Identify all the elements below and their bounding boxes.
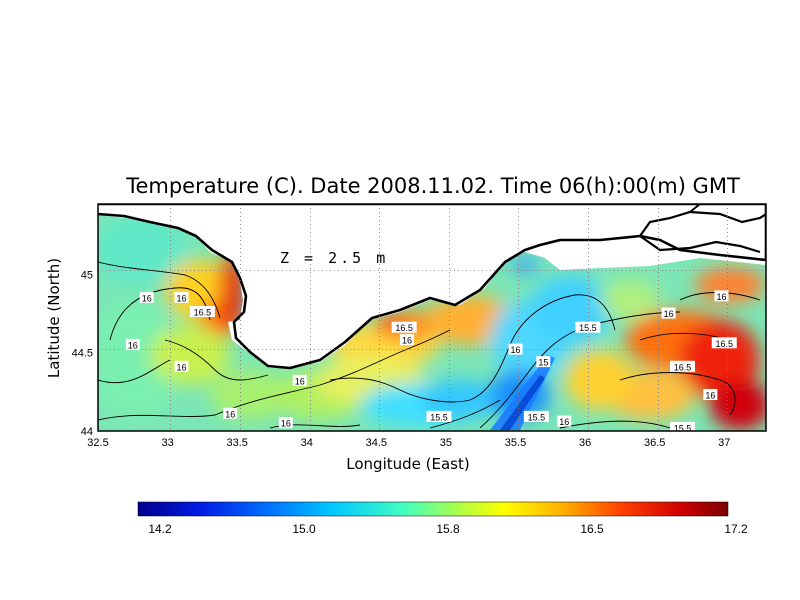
colorbar-tick-labels: 14.2 15.0 15.8 16.5 17.2 (148, 522, 748, 536)
svg-text:15.5: 15.5 (430, 412, 448, 422)
svg-text:16: 16 (402, 336, 412, 346)
svg-text:15.5: 15.5 (674, 423, 692, 433)
contour-label: 15.5 (426, 410, 452, 422)
x-tick-label: 33.5 (226, 437, 247, 449)
contour-label: 15.5 (670, 421, 695, 433)
y-tick-label: 45 (81, 269, 93, 281)
contour-label: 16 (139, 291, 154, 303)
svg-text:16: 16 (716, 292, 726, 302)
colorbar-tick-label: 15.8 (436, 522, 460, 536)
svg-text:16: 16 (664, 309, 674, 319)
contour-label: 16 (125, 338, 140, 350)
svg-text:16: 16 (176, 362, 186, 372)
svg-text:16: 16 (128, 340, 138, 350)
contour-label: 16.5 (189, 306, 215, 318)
y-tick-label: 44.5 (72, 348, 93, 360)
contour-label: 16 (557, 415, 572, 427)
svg-text:16.5: 16.5 (395, 323, 413, 333)
y-tick-labels: 44 44.5 45 (72, 269, 93, 438)
svg-text:15: 15 (538, 358, 548, 368)
contour-label: 15.5 (575, 321, 601, 333)
svg-text:16: 16 (295, 376, 305, 386)
colorbar-tick-label: 16.5 (580, 522, 604, 536)
contour-label: 16.5 (670, 360, 695, 372)
x-tick-label: 36.5 (644, 437, 665, 449)
contour-labels: 16 16 16.5 16 16 16 16 16 16.5 16 16 15 15.5 15.5 15.5… (125, 290, 737, 433)
contour-label: 16 (703, 388, 718, 400)
svg-text:16: 16 (705, 390, 715, 400)
contour-label: 15 (536, 356, 551, 368)
contour-label: 16 (508, 343, 523, 355)
temperature-field (98, 204, 766, 431)
x-tick-label: 32.5 (87, 437, 108, 449)
svg-text:16: 16 (142, 293, 152, 303)
y-tick-label: 44 (81, 426, 93, 438)
svg-text:16.5: 16.5 (715, 339, 733, 349)
contour-label: 15.5 (523, 410, 549, 422)
svg-text:15.5: 15.5 (579, 323, 597, 333)
depth-label: Z = 2.5 m (280, 249, 388, 267)
chart-title: Temperature (C). Date 2008.11.02. Time 0… (125, 174, 740, 198)
contour-label: 16 (174, 291, 189, 303)
x-tick-labels: 32.5 33 33.5 34 34.5 35 35.5 36 36.5 37 (87, 437, 730, 449)
y-axis-label: Latitude (North) (45, 258, 63, 378)
svg-text:15.5: 15.5 (528, 412, 546, 422)
x-tick-label: 33 (161, 437, 173, 449)
contour-label: 16 (174, 360, 189, 372)
colorbar-tick-label: 15.0 (292, 522, 316, 536)
svg-text:16: 16 (176, 293, 186, 303)
contour-label: 16 (292, 374, 307, 386)
x-tick-label: 35.5 (505, 437, 526, 449)
x-tick-label: 35 (440, 437, 452, 449)
x-tick-label: 36 (579, 437, 591, 449)
svg-text:16.5: 16.5 (674, 362, 692, 372)
contour-label: 16 (223, 407, 238, 419)
contour-label: 16 (661, 307, 676, 319)
svg-text:16: 16 (281, 419, 291, 429)
svg-text:16: 16 (559, 417, 569, 427)
colorbar-tick-label: 14.2 (148, 522, 172, 536)
contour-label: 16 (278, 417, 293, 429)
svg-text:16: 16 (510, 345, 520, 355)
grid-lines (98, 204, 766, 431)
x-tick-label: 34.5 (366, 437, 387, 449)
colorbar (137, 501, 729, 517)
x-tick-label: 34 (301, 437, 313, 449)
svg-text:16: 16 (225, 409, 235, 419)
colorbar-tick-label: 17.2 (724, 522, 748, 536)
contour-label: 16.5 (391, 321, 417, 333)
x-tick-label: 37 (718, 437, 730, 449)
svg-text:16.5: 16.5 (194, 308, 212, 318)
contour-label: 16 (399, 334, 414, 346)
x-axis-label: Longitude (East) (346, 455, 469, 473)
contour-label: 16 (714, 290, 729, 302)
contour-label: 16.5 (711, 337, 737, 349)
plot-frame (97, 203, 767, 432)
